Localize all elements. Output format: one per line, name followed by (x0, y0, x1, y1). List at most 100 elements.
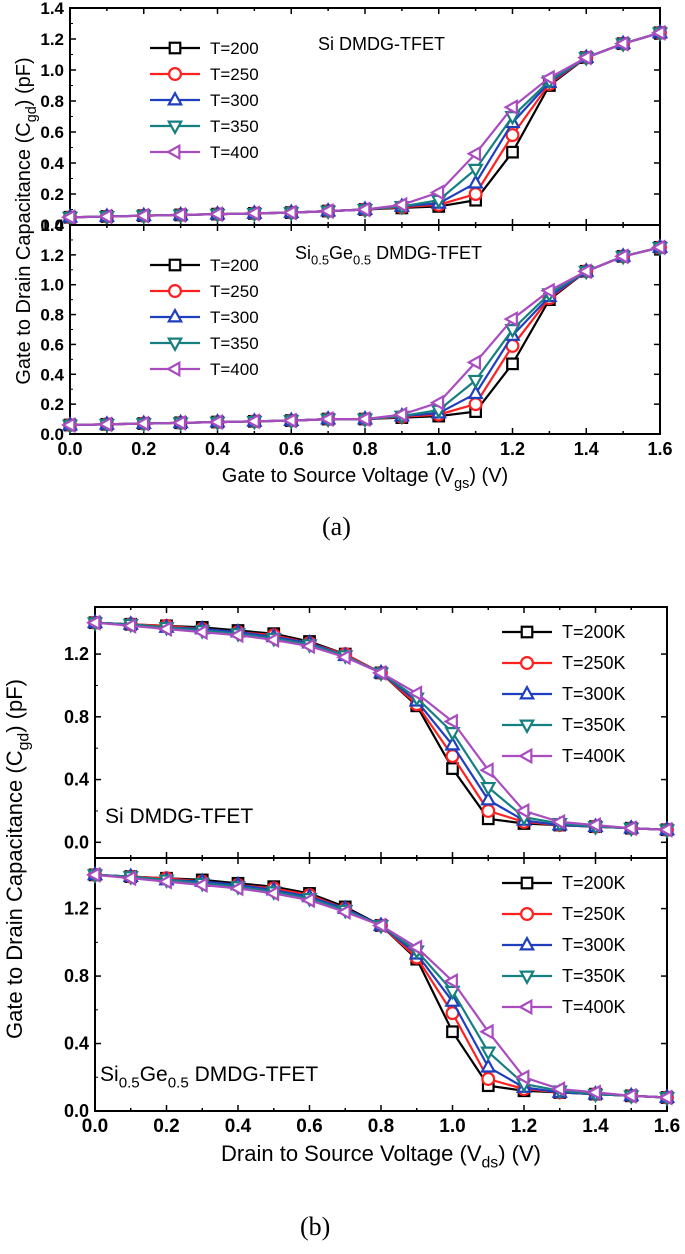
series-T=200 (63, 241, 667, 432)
y-tick-label: 0.4 (40, 365, 64, 384)
data-point (228, 880, 244, 897)
data-point (336, 649, 351, 666)
legend: T=200K T=250K T=300K T=350K T=400K (502, 873, 626, 1017)
data-point (121, 617, 137, 634)
legend-marker (517, 998, 533, 1016)
data-point (208, 206, 223, 223)
chart-a-bottom: 0.00.20.40.60.81.01.21.40.0 0.2 0.4 0.6 0.8 1… (40, 216, 672, 492)
data-point (467, 374, 484, 390)
data-point (85, 614, 101, 631)
data-point (650, 24, 666, 41)
y-tick-label: 1.0 (40, 276, 64, 295)
series-T=300 (61, 23, 669, 223)
data-point (171, 206, 187, 223)
data-point (503, 99, 518, 116)
data-point (480, 1046, 497, 1062)
legend-marker (168, 258, 182, 272)
data-point (446, 762, 459, 775)
legend-marker (520, 625, 534, 639)
data-point (480, 781, 497, 797)
data-point (586, 1084, 601, 1101)
x-tick-label: 0.4 (205, 439, 230, 459)
y-tick-label: 1.4 (40, 0, 64, 18)
data-point (503, 310, 518, 328)
data-point (444, 735, 461, 751)
legend-label: T=350K (562, 966, 626, 986)
legend-label: T=300 (210, 308, 259, 327)
x-tick-label: 1.4 (574, 439, 599, 459)
data-point (540, 282, 555, 299)
legend-marker (517, 747, 533, 765)
x-tick-label: 1.6 (647, 439, 672, 459)
data-point (319, 411, 334, 428)
data-point (407, 685, 423, 702)
data-point (245, 205, 260, 222)
data-point (97, 208, 113, 225)
data-point (85, 866, 101, 883)
series-T=350 (61, 241, 669, 435)
x-tick-label: 0.8 (352, 439, 377, 459)
x-axis-label: Gate to Source Voltage (Vgs) (V) (222, 465, 508, 492)
x-tick-label: 0.8 (368, 1116, 394, 1137)
y-axis-label: Gate to Drain Capacitance (Cgd) (pF) (2, 679, 33, 1039)
data-point (429, 394, 445, 411)
data-point (505, 128, 520, 143)
data-point (300, 892, 315, 909)
y-tick-label: 1.2 (40, 246, 64, 265)
legend-label: T=200 (210, 39, 259, 58)
series-T=400 (60, 239, 666, 434)
x-tick-label: 0.0 (57, 439, 82, 459)
legend-marker (520, 907, 534, 921)
legend-label: T=200K (562, 622, 626, 642)
y-tick-label: 0.8 (40, 306, 64, 325)
panel-annotation: Si0.5Ge0.5 DMDG-TFET (295, 243, 482, 267)
legend-label: T=250K (562, 904, 626, 924)
panel-label-a: (a) (322, 512, 351, 541)
x-axis-label: Drain to Source Voltage (Vds) (V) (221, 1141, 541, 1172)
data-point (467, 174, 484, 189)
data-point (171, 414, 187, 431)
legend-marker (168, 41, 182, 55)
panel-annotation: Si0.5Ge0.5 DMDG-TFET (100, 1063, 318, 1091)
data-point (622, 1087, 637, 1104)
data-point (657, 821, 673, 838)
legend-marker (518, 935, 536, 951)
legend-label: T=200 (210, 256, 259, 275)
data-point (479, 1023, 494, 1040)
legend: T=200 T=250 T=300 T=350 T=400 (150, 39, 259, 162)
data-point (157, 873, 172, 890)
data-point (446, 1025, 459, 1039)
y-tick-label: 0.8 (64, 707, 89, 727)
legend-marker (165, 360, 181, 378)
data-point (504, 324, 521, 339)
series-line (69, 246, 661, 427)
data-point (282, 412, 297, 429)
data-point (614, 35, 629, 52)
data-point (550, 1081, 566, 1098)
data-point (577, 49, 592, 66)
legend-label: T=350K (562, 715, 626, 735)
legend-marker (165, 143, 181, 161)
y-tick-label: 0.0 (64, 1101, 89, 1121)
legend-label: T=400K (562, 997, 626, 1017)
legend-label: T=300K (562, 935, 626, 955)
data-point (264, 631, 280, 649)
legend-label: T=250 (210, 282, 259, 301)
y-tick-label: 0.0 (40, 425, 64, 444)
panel-annotation: Si DMDG-TFET (105, 805, 253, 828)
data-point (193, 876, 208, 894)
series-T=250 (63, 240, 667, 433)
data-point (300, 638, 315, 655)
x-tick-label: 0.6 (296, 1116, 322, 1137)
data-point (481, 1071, 496, 1086)
data-point (468, 397, 483, 412)
y-tick-label: 1.4 (40, 216, 64, 235)
data-point (355, 201, 371, 218)
data-point (208, 413, 223, 431)
x-tick-label: 0.6 (279, 439, 304, 459)
data-point (407, 939, 423, 956)
data-point (657, 1089, 673, 1106)
data-point (650, 239, 666, 256)
data-point (319, 202, 334, 220)
